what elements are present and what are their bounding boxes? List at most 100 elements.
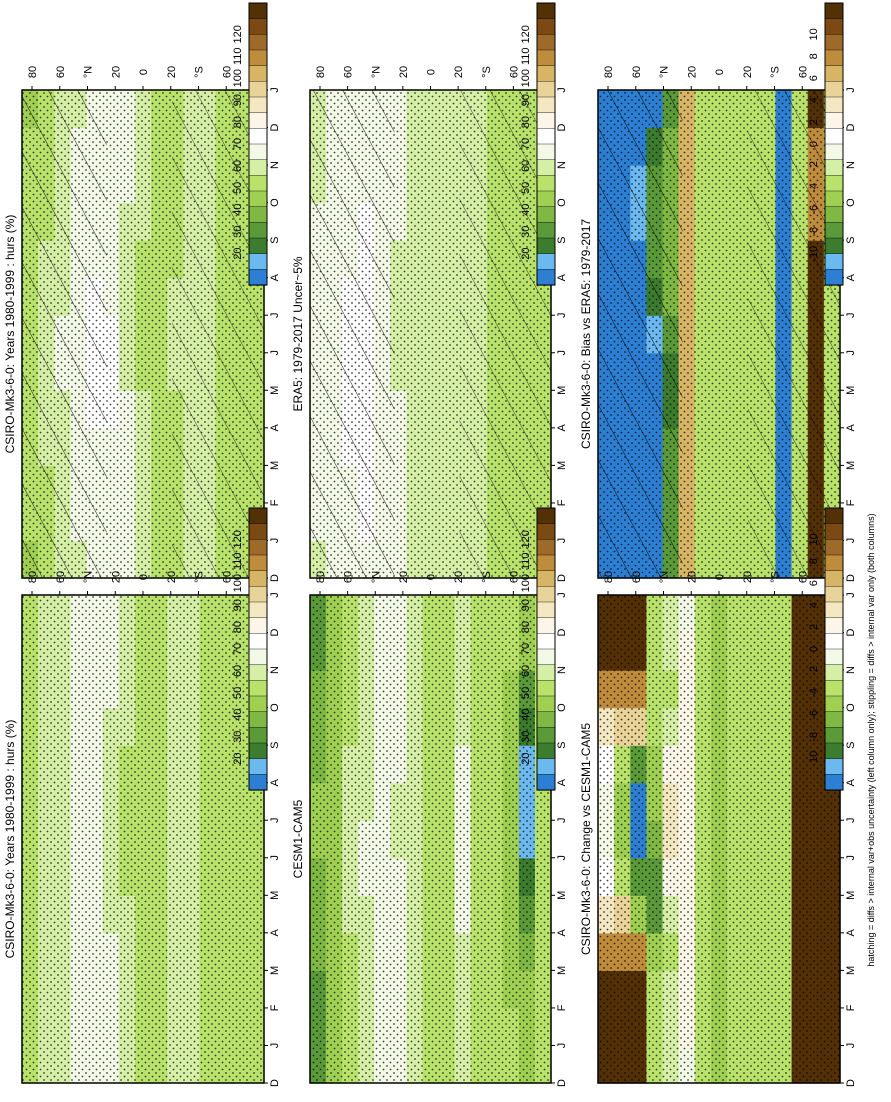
month-tick-label: M [556, 461, 568, 470]
month-tick-label: A [556, 778, 568, 786]
month-tick-label: J [556, 1043, 568, 1049]
colorbar-frame [536, 2, 556, 286]
month-tick-label: A [845, 929, 857, 937]
lat-tick-label: °S [194, 571, 206, 583]
colorbar-tick-label: 60 [232, 665, 244, 677]
colorbar-swatch [536, 711, 556, 728]
lat-tick-label: 80 [315, 571, 327, 583]
colorbar-swatch [824, 34, 844, 51]
colorbar-tick-label: -2 [808, 666, 820, 676]
colorbar-swatch [248, 633, 268, 650]
colorbar-swatch [824, 695, 844, 713]
colorbar-tick-label: 70 [232, 138, 244, 150]
month-tick-label: J [269, 538, 281, 544]
colorbar-swatch [536, 586, 556, 603]
month-tick-label: J [845, 538, 857, 544]
colorbar-tick-label: 8 [808, 558, 820, 564]
month-tick-label: O [845, 703, 857, 712]
colorbar-swatch [248, 507, 268, 525]
colorbar-tick-label: 50 [520, 687, 532, 699]
month-tick-label: J [269, 87, 281, 93]
month-tick-label: M [269, 891, 281, 900]
panel-4: D J F M A M J J A S O N D J 80 60 °N 20 0 20 °S 60 80 CESM1-CAM… [291, 507, 568, 1087]
colorbar-swatch [824, 159, 844, 176]
colorbar-swatch [824, 81, 844, 98]
colorbar-swatch [248, 18, 268, 35]
colorbar-swatch [536, 727, 556, 744]
month-tick-label: J [845, 87, 857, 93]
month-tick-label: M [845, 966, 857, 975]
colorbar-swatch [536, 617, 556, 634]
colorbar-tick-label: -8 [808, 732, 820, 742]
colorbar-frame [248, 2, 268, 286]
colorbar-swatch [248, 727, 268, 744]
month-tick-label: A [556, 929, 568, 937]
colorbar-swatch [248, 49, 268, 67]
colorbar-swatch [248, 617, 268, 634]
colorbar-swatch [824, 18, 844, 35]
month-tick-label: M [269, 461, 281, 470]
lat-tick-label: °N [370, 66, 382, 78]
month-tick-label: N [269, 666, 281, 674]
month-tick-label: F [556, 499, 568, 506]
month-tick-label: J [845, 1043, 857, 1049]
colorbar-tick-label: 30 [232, 226, 244, 238]
colorbar-swatch [536, 2, 556, 20]
colorbar-swatch [536, 507, 556, 525]
colorbar-tick-label: 2 [808, 119, 820, 125]
colorbar-swatch [824, 523, 844, 540]
colorbar-swatch [248, 237, 268, 255]
colorbar-tick-label: 40 [232, 709, 244, 721]
month-tick-label: O [556, 198, 568, 207]
colorbar-swatch [536, 269, 556, 286]
month-tick-label: M [556, 891, 568, 900]
colorbar-swatch [536, 523, 556, 540]
colorbar-swatch [536, 65, 556, 82]
colorbar-tick-label: 6 [808, 75, 820, 81]
panel-title: CSIRO-Mk3-6-0: Bias vs ERA5: 1979-2017 [579, 219, 593, 449]
month-tick-label: M [556, 966, 568, 975]
colorbar-swatch [248, 2, 268, 20]
panel-title: CSIRO-Mk3-6-0: Years 1980-1999 : hurs (%… [3, 215, 17, 454]
lat-tick-label: 20 [742, 571, 754, 583]
colorbar-swatch [248, 96, 268, 114]
lat-tick-label: 60 [797, 571, 809, 583]
colorbar-tick-label: 30 [520, 731, 532, 743]
colorbar-tick-label: 120 [520, 530, 532, 548]
colorbar-swatch [536, 159, 556, 176]
colorbar-swatch [536, 680, 556, 697]
colorbar-tick-label: 70 [232, 643, 244, 655]
lat-tick-label: 20 [453, 571, 465, 583]
lat-tick-label: 80 [315, 66, 327, 78]
month-tick-label: F [269, 499, 281, 506]
colorbar-tick-label: 100 [520, 69, 532, 87]
colorbar-swatch [536, 96, 556, 114]
colorbar-tick-label: 110 [232, 47, 244, 65]
month-tick-label: D [556, 629, 568, 637]
month-tick-label: D [556, 1079, 568, 1087]
colorbar-tick-label: 60 [520, 665, 532, 677]
month-tick-label: O [556, 703, 568, 712]
month-tick-label: S [845, 236, 857, 243]
colorbar-tick-label: 100 [232, 69, 244, 87]
colorbar-swatch [248, 128, 268, 145]
month-tick-label: A [845, 424, 857, 432]
lat-tick-label: 0 [138, 574, 150, 580]
lat-tick-label: °N [659, 571, 671, 583]
month-tick-label: S [556, 741, 568, 748]
colorbar-swatch [824, 633, 844, 650]
colorbar-tick-label: 10 [808, 28, 820, 40]
month-tick-label: F [845, 1004, 857, 1011]
panel-1: D J F M A M J J A S O N D J 80 60 °N 20 0 20 °S 60 80 CSIRO-Mk3… [3, 2, 281, 582]
lat-tick-label: °S [770, 571, 782, 583]
lat-tick-label: °N [83, 571, 95, 583]
colorbar-swatch [248, 711, 268, 728]
colorbar-swatch [824, 237, 844, 255]
colorbar-tick-label: 40 [520, 709, 532, 721]
colorbar-tick-label: 120 [232, 25, 244, 43]
colorbar-swatch [536, 758, 556, 775]
colorbar-swatch [248, 648, 268, 666]
colorbar-swatch [536, 539, 556, 556]
month-tick-label: N [556, 666, 568, 674]
colorbar-swatch [824, 648, 844, 666]
